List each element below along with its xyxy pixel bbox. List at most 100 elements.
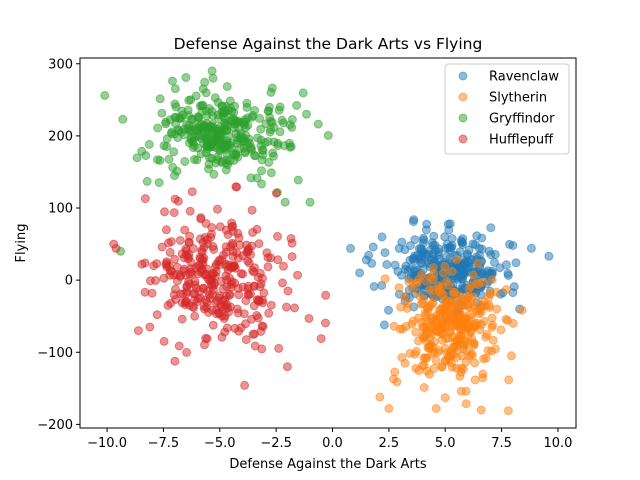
data-point	[266, 168, 276, 178]
data-point	[169, 147, 179, 157]
y-tick-label: −100	[37, 346, 73, 361]
data-point	[428, 275, 438, 285]
data-point	[279, 261, 288, 271]
data-point	[466, 309, 476, 319]
data-point	[229, 155, 239, 165]
x-tick-label: 0.0	[322, 436, 343, 451]
data-point	[140, 287, 150, 297]
data-point	[250, 263, 259, 273]
data-point	[170, 254, 180, 264]
data-point	[169, 129, 179, 139]
data-point	[161, 225, 171, 235]
data-point	[502, 285, 511, 294]
data-point	[208, 73, 218, 83]
data-point	[408, 285, 418, 295]
data-point	[144, 139, 154, 149]
data-point	[380, 248, 390, 258]
data-point	[159, 336, 169, 346]
data-point	[432, 318, 442, 328]
data-point	[142, 176, 152, 186]
series-slytherin	[375, 254, 527, 416]
data-point	[210, 271, 220, 281]
data-point	[140, 194, 150, 204]
data-point	[164, 154, 174, 164]
data-point	[292, 101, 302, 110]
x-tick-label: −7.5	[148, 436, 180, 451]
legend-marker	[458, 113, 468, 123]
data-point	[285, 142, 295, 152]
data-point	[257, 321, 267, 331]
data-point	[191, 263, 201, 273]
data-point	[233, 138, 242, 148]
data-point	[419, 353, 429, 363]
data-point	[508, 241, 518, 250]
data-point	[185, 206, 195, 216]
data-point	[409, 215, 419, 225]
data-point	[421, 323, 431, 332]
data-point	[186, 257, 196, 267]
data-point	[404, 277, 414, 287]
data-point	[419, 233, 428, 243]
data-point	[380, 274, 390, 284]
data-point	[503, 406, 513, 416]
data-point	[461, 399, 471, 409]
data-point	[400, 292, 409, 302]
data-point	[204, 104, 214, 113]
data-point	[153, 123, 163, 133]
data-point	[425, 285, 435, 295]
data-point	[375, 392, 385, 402]
data-point	[457, 363, 466, 373]
data-point	[464, 245, 474, 255]
legend: Ravenclaw Slytherin Gryffindor Hufflepuff	[444, 63, 570, 155]
data-point	[256, 124, 266, 134]
chart-title: Defense Against the Dark Arts vs Flying	[174, 35, 483, 53]
data-point	[293, 175, 303, 185]
data-point	[487, 322, 497, 332]
data-point	[171, 102, 181, 112]
data-point	[223, 230, 233, 240]
data-point	[395, 324, 405, 334]
data-point	[253, 133, 263, 143]
data-point	[452, 305, 462, 315]
data-point	[222, 323, 232, 333]
data-point	[189, 303, 199, 313]
y-tick-label: −200	[37, 418, 73, 433]
data-point	[496, 325, 506, 335]
data-point	[479, 354, 489, 364]
data-point	[248, 227, 258, 237]
data-point	[274, 343, 284, 353]
data-point	[452, 254, 462, 264]
data-point	[236, 269, 246, 279]
data-point	[198, 283, 208, 293]
data-point	[254, 239, 264, 249]
data-point	[487, 275, 497, 285]
data-point	[440, 393, 450, 403]
data-point	[145, 322, 155, 332]
data-point	[220, 108, 230, 118]
data-point	[157, 242, 167, 252]
data-point	[184, 138, 194, 148]
data-point	[423, 307, 433, 317]
data-point	[440, 261, 450, 271]
legend-box	[444, 63, 570, 155]
data-point	[479, 297, 489, 307]
data-point	[268, 148, 278, 158]
data-point	[447, 321, 457, 331]
data-point	[410, 235, 420, 245]
data-point	[473, 318, 483, 328]
data-point	[164, 261, 174, 271]
data-point	[153, 155, 162, 165]
data-point	[290, 303, 300, 313]
data-point	[400, 358, 410, 368]
legend-marker	[458, 134, 468, 144]
data-point	[230, 278, 240, 288]
data-point	[501, 260, 511, 270]
data-point	[271, 188, 281, 198]
data-point	[209, 280, 219, 290]
data-point	[225, 96, 235, 106]
data-point	[283, 286, 293, 296]
data-point	[246, 289, 255, 299]
data-point	[476, 405, 486, 415]
data-point	[185, 231, 195, 241]
data-point	[242, 98, 252, 108]
